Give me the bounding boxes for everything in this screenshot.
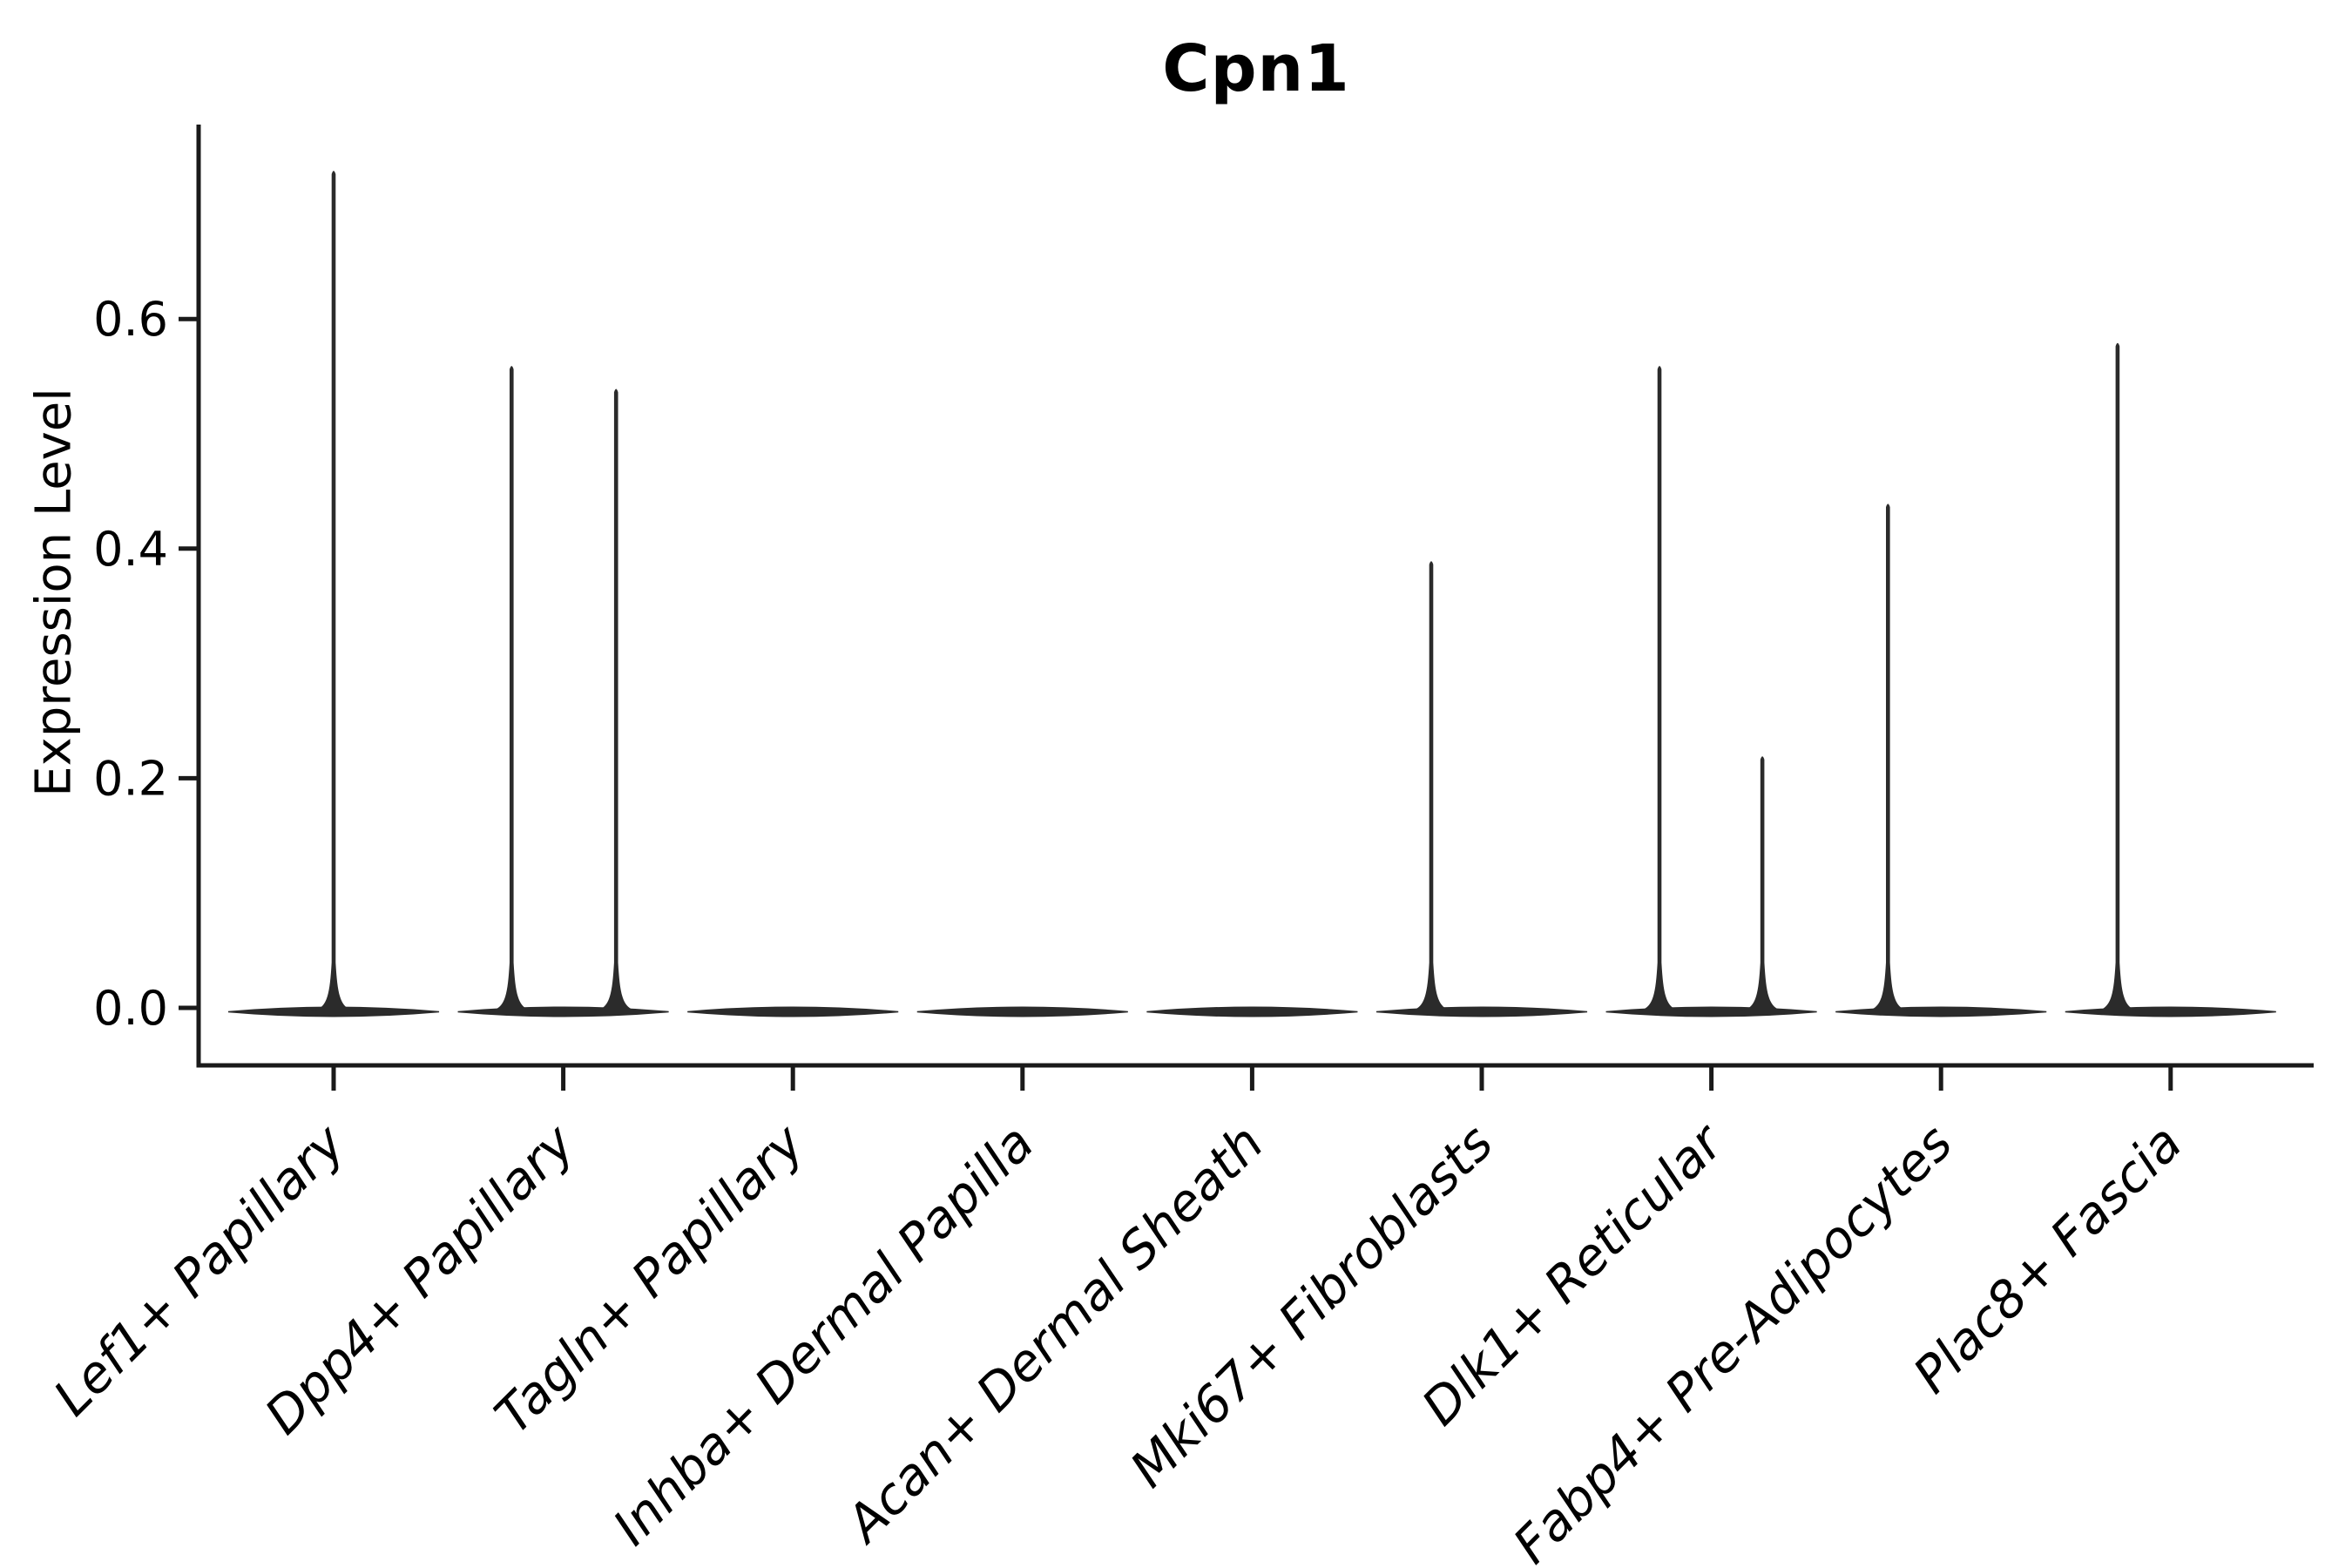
plot-title: Cpn1 xyxy=(1162,31,1350,106)
x-tick-label: Fabp4+ Pre-Adipocytes xyxy=(1502,1113,1963,1568)
x-tick-label: Acan+ Dermal Sheath xyxy=(833,1113,1275,1556)
y-tick-label: 0.2 xyxy=(93,751,168,806)
violin-body xyxy=(687,1006,899,1017)
violin-body xyxy=(457,1006,669,1017)
y-tick-label: 0.0 xyxy=(93,981,168,1036)
violin-body xyxy=(916,1006,1128,1017)
violin-body xyxy=(1375,1006,1588,1017)
violin-body xyxy=(1605,1006,1817,1017)
y-tick-label: 0.4 xyxy=(93,522,168,577)
y-tick-label: 0.6 xyxy=(93,292,168,347)
violin-body xyxy=(2065,1006,2276,1017)
violin-spike xyxy=(1740,756,1786,1011)
violin-spike xyxy=(2094,342,2140,1011)
violin-spike xyxy=(489,366,535,1011)
violin-spike xyxy=(1409,561,1455,1011)
violin-spike xyxy=(311,171,356,1012)
violin-body xyxy=(1835,1006,2047,1017)
violin-spike xyxy=(1637,366,1683,1011)
violin-spike xyxy=(1865,504,1911,1011)
x-tick-label: Inhba+ Dermal Papilla xyxy=(602,1113,1045,1557)
violin-spike xyxy=(593,389,639,1011)
violin-body xyxy=(1146,1006,1358,1017)
violin-body xyxy=(227,1006,440,1017)
